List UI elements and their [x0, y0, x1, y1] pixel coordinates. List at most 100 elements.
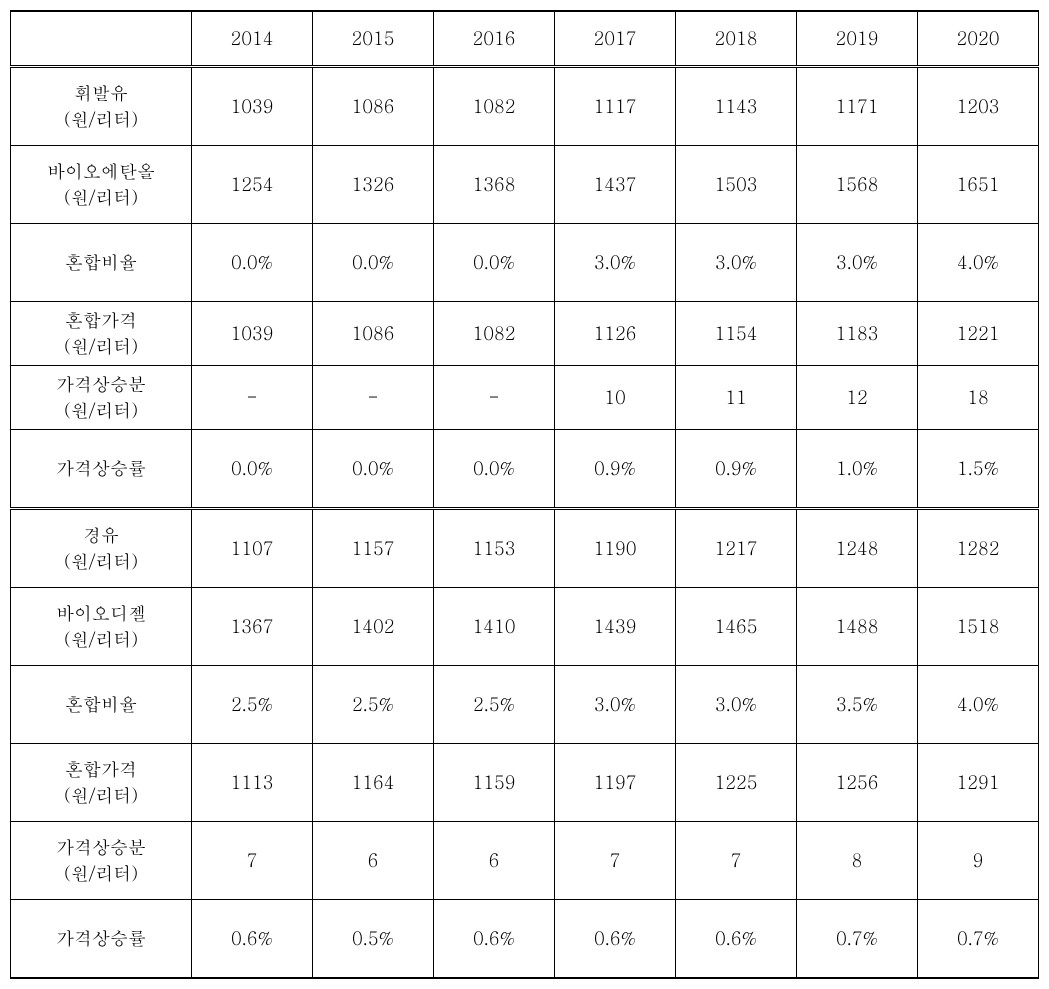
row-value: 1039: [192, 302, 313, 366]
table-row: 가격상승률0.0%0.0%0.0%0.9%0.9%1.0%1.5%: [11, 430, 1039, 509]
row-value: 0.0%: [434, 430, 555, 509]
row-value: 1117: [555, 67, 676, 146]
row-value: 0.0%: [313, 430, 434, 509]
header-year: 2016: [434, 11, 555, 67]
row-label: 혼합가격(원/리터): [11, 744, 192, 822]
row-value: 1503: [676, 146, 797, 224]
row-value: 1203: [918, 67, 1039, 146]
row-value: 1113: [192, 744, 313, 822]
row-value: 0.6%: [676, 900, 797, 979]
row-value: 0.6%: [434, 900, 555, 979]
row-value: 1086: [313, 67, 434, 146]
table-body: 2014201520162017201820192020휘발유(원/리터)103…: [11, 11, 1039, 978]
row-value: 0.7%: [797, 900, 918, 979]
row-value: 7: [676, 822, 797, 900]
row-value: 1248: [797, 509, 918, 588]
row-value: 1326: [313, 146, 434, 224]
table-row: 혼합가격(원/리터)1039108610821126115411831221: [11, 302, 1039, 366]
row-label: 가격상승분(원/리터): [11, 822, 192, 900]
row-value: 1437: [555, 146, 676, 224]
row-value: 0.7%: [918, 900, 1039, 979]
row-value: 1157: [313, 509, 434, 588]
row-value: 0.0%: [434, 224, 555, 302]
row-value: 7: [555, 822, 676, 900]
row-value: 2.5%: [192, 666, 313, 744]
row-value: 0.5%: [313, 900, 434, 979]
row-value: 1082: [434, 302, 555, 366]
table-header-row: 2014201520162017201820192020: [11, 11, 1039, 67]
row-value: 1254: [192, 146, 313, 224]
row-label: 경유(원/리터): [11, 509, 192, 588]
table-row: 휘발유(원/리터)1039108610821117114311711203: [11, 67, 1039, 146]
row-value: 1402: [313, 588, 434, 666]
row-value: 0.9%: [676, 430, 797, 509]
header-blank: [11, 11, 192, 67]
row-value: -: [313, 366, 434, 430]
header-year: 2014: [192, 11, 313, 67]
row-value: 0.0%: [313, 224, 434, 302]
row-value: 1.5%: [918, 430, 1039, 509]
row-value: 9: [918, 822, 1039, 900]
table-row: 혼합비율0.0%0.0%0.0%3.0%3.0%3.0%4.0%: [11, 224, 1039, 302]
row-value: 1039: [192, 67, 313, 146]
row-label: 혼합가격(원/리터): [11, 302, 192, 366]
row-label: 가격상승률: [11, 430, 192, 509]
row-value: 1225: [676, 744, 797, 822]
row-value: 2.5%: [313, 666, 434, 744]
row-value: 1256: [797, 744, 918, 822]
row-value: 3.0%: [797, 224, 918, 302]
table-row: 혼합가격(원/리터)1113116411591197122512561291: [11, 744, 1039, 822]
row-value: 1291: [918, 744, 1039, 822]
row-value: 1197: [555, 744, 676, 822]
row-value: 1107: [192, 509, 313, 588]
row-value: 3.0%: [555, 224, 676, 302]
row-value: 1171: [797, 67, 918, 146]
table-row: 바이오디젤(원/리터)1367140214101439146514881518: [11, 588, 1039, 666]
row-value: 1153: [434, 509, 555, 588]
row-value: 1217: [676, 509, 797, 588]
row-value: 1190: [555, 509, 676, 588]
table-row: 혼합비율2.5%2.5%2.5%3.0%3.0%3.5%4.0%: [11, 666, 1039, 744]
row-value: 2.5%: [434, 666, 555, 744]
row-value: 3.0%: [555, 666, 676, 744]
row-value: 1154: [676, 302, 797, 366]
row-value: 1439: [555, 588, 676, 666]
row-value: 0.6%: [555, 900, 676, 979]
row-value: 1143: [676, 67, 797, 146]
row-label: 가격상승률: [11, 900, 192, 979]
row-value: 6: [313, 822, 434, 900]
data-table: 2014201520162017201820192020휘발유(원/리터)103…: [10, 10, 1039, 979]
row-value: 1282: [918, 509, 1039, 588]
row-value: 1465: [676, 588, 797, 666]
table-row: 가격상승분(원/리터)---10111218: [11, 366, 1039, 430]
row-value: 1651: [918, 146, 1039, 224]
row-label: 바이오디젤(원/리터): [11, 588, 192, 666]
row-value: 1159: [434, 744, 555, 822]
row-value: 3.0%: [676, 666, 797, 744]
row-value: 4.0%: [918, 224, 1039, 302]
row-label: 휘발유(원/리터): [11, 67, 192, 146]
row-value: 3.0%: [676, 224, 797, 302]
row-value: 7: [192, 822, 313, 900]
row-value: 0.0%: [192, 430, 313, 509]
row-value: 0.0%: [192, 224, 313, 302]
row-label: 혼합비율: [11, 224, 192, 302]
row-value: -: [192, 366, 313, 430]
row-value: 1183: [797, 302, 918, 366]
row-value: 1518: [918, 588, 1039, 666]
header-year: 2018: [676, 11, 797, 67]
row-value: 1.0%: [797, 430, 918, 509]
header-year: 2015: [313, 11, 434, 67]
row-value: 3.5%: [797, 666, 918, 744]
row-value: 1082: [434, 67, 555, 146]
row-value: 1410: [434, 588, 555, 666]
row-label: 가격상승분(원/리터): [11, 366, 192, 430]
header-year: 2019: [797, 11, 918, 67]
row-value: 11: [676, 366, 797, 430]
row-value: 12: [797, 366, 918, 430]
row-value: 1368: [434, 146, 555, 224]
row-value: -: [434, 366, 555, 430]
header-year: 2020: [918, 11, 1039, 67]
row-value: 1568: [797, 146, 918, 224]
row-value: 18: [918, 366, 1039, 430]
